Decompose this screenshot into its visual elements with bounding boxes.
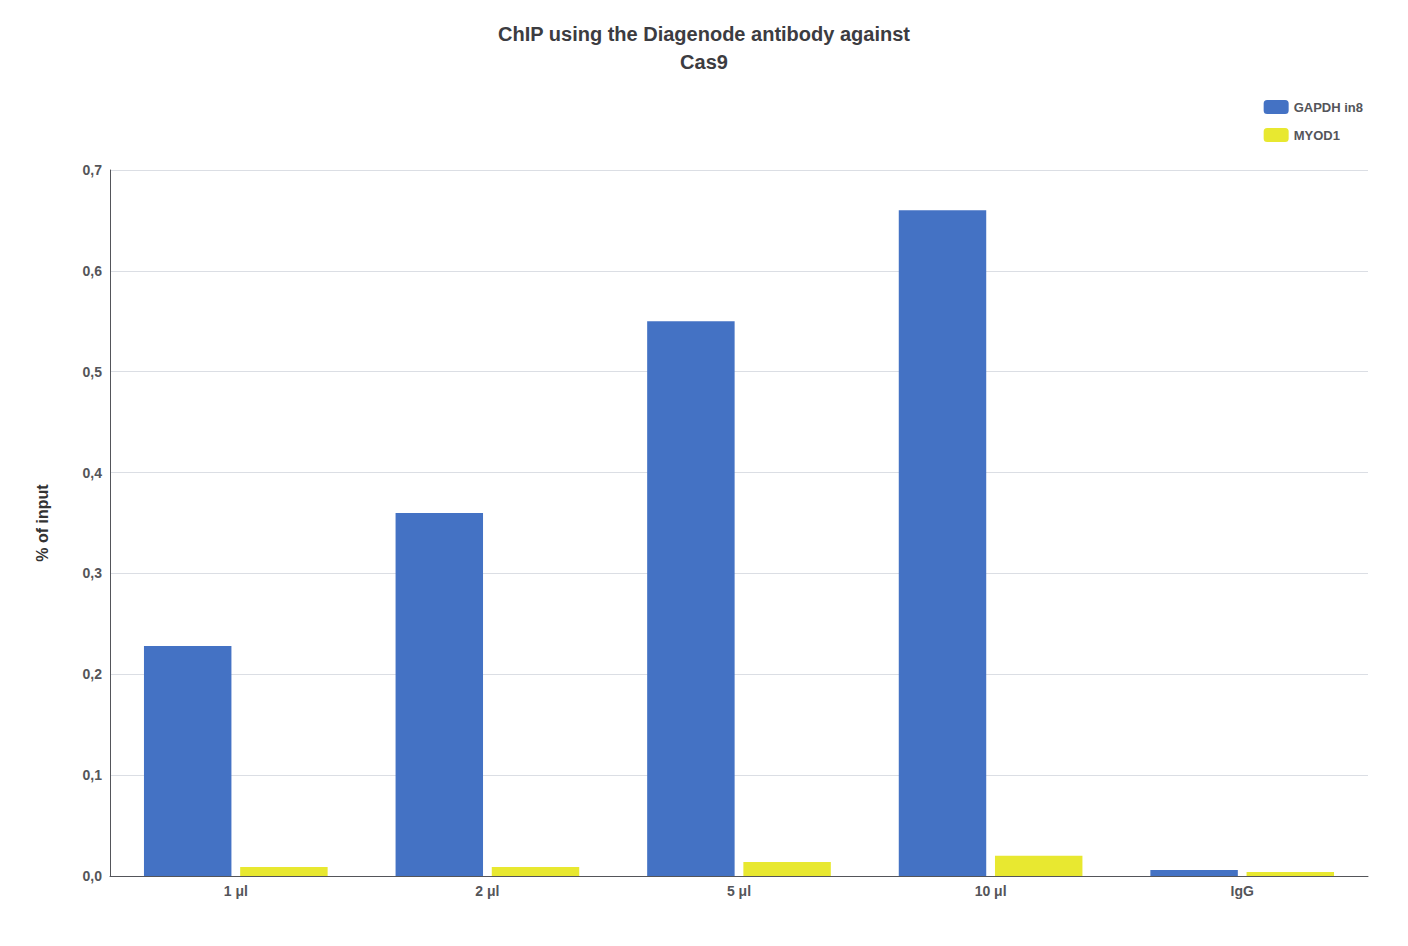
svg-text:IgG: IgG — [1231, 883, 1254, 899]
svg-text:% of input: % of input — [34, 484, 51, 562]
svg-text:0,0: 0,0 — [83, 868, 103, 884]
svg-text:0,6: 0,6 — [83, 263, 103, 279]
svg-text:Cas9: Cas9 — [680, 51, 728, 73]
svg-text:ChIP using the Diagenode antib: ChIP using the Diagenode antibody agains… — [498, 23, 910, 45]
svg-text:5 μl: 5 μl — [727, 883, 751, 899]
svg-text:2 μl: 2 μl — [475, 883, 499, 899]
svg-text:0,3: 0,3 — [83, 565, 103, 581]
svg-text:GAPDH in8: GAPDH in8 — [1294, 100, 1363, 115]
svg-text:0,1: 0,1 — [83, 767, 103, 783]
svg-text:0,7: 0,7 — [83, 162, 103, 178]
svg-text:0,2: 0,2 — [83, 666, 103, 682]
svg-text:MYOD1: MYOD1 — [1294, 128, 1340, 143]
svg-text:0,5: 0,5 — [83, 364, 103, 380]
svg-text:10 μl: 10 μl — [975, 883, 1007, 899]
svg-text:0,4: 0,4 — [83, 465, 103, 481]
svg-text:1 μl: 1 μl — [224, 883, 248, 899]
